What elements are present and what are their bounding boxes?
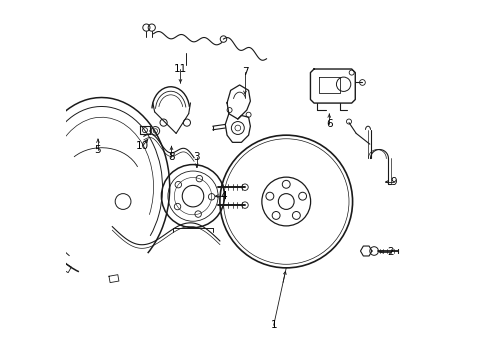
Text: 9: 9: [391, 177, 397, 187]
Text: 2: 2: [387, 247, 393, 257]
Text: 6: 6: [326, 120, 333, 129]
Text: 7: 7: [242, 67, 248, 77]
Text: 1: 1: [270, 320, 277, 330]
Text: 4: 4: [220, 191, 227, 201]
Text: 8: 8: [168, 152, 175, 162]
Text: 3: 3: [193, 152, 200, 162]
Text: 5: 5: [95, 144, 101, 154]
Text: 10: 10: [136, 141, 149, 151]
Text: 11: 11: [174, 64, 187, 74]
